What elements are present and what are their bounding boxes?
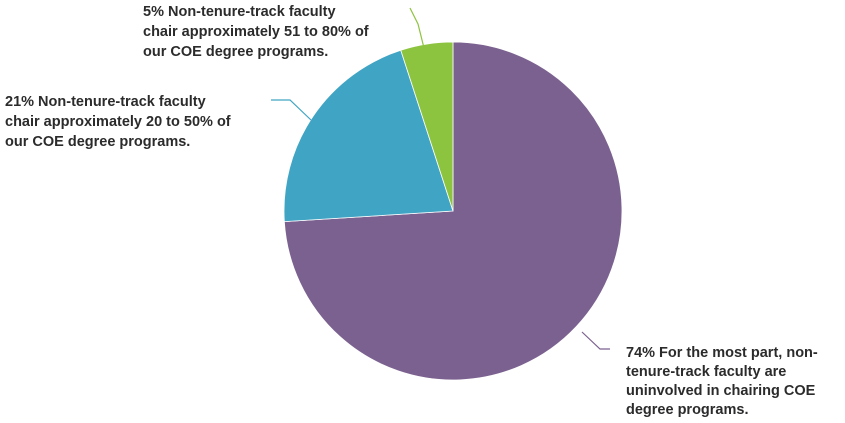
slice-label-line: chair approximately 20 to 50% of xyxy=(5,114,231,130)
slice-label-5-percent: 5% Non-tenure-track faculty chair approxi… xyxy=(143,4,369,60)
slice-label-line: 74% For the most part, non- xyxy=(626,345,818,361)
pie-slices xyxy=(283,41,623,381)
slice-label-line: our COE degree programs. xyxy=(5,134,190,150)
slice-label-74-percent: 74% For the most part, non-tenure-track … xyxy=(626,345,818,418)
leader-line-5-percent xyxy=(409,7,425,49)
slice-labels: 74% For the most part, non-tenure-track … xyxy=(5,4,818,418)
slice-label-line: tenure-track faculty are xyxy=(626,364,786,380)
leader-lines xyxy=(271,7,610,350)
slice-label-21-percent: 21% Non-tenure-track faculty chair approx… xyxy=(5,94,231,150)
pie-slice-5-percent xyxy=(400,41,454,212)
slice-label-line: chair approximately 51 to 80% of xyxy=(143,24,369,40)
slice-label-line: degree programs. xyxy=(626,402,749,418)
slice-label-line: uninvolved in chairing COE xyxy=(626,383,816,399)
slice-label-line: our COE degree programs. xyxy=(143,44,328,60)
leader-line-74-percent xyxy=(581,331,610,350)
leader-line-21-percent xyxy=(271,99,312,121)
pie-slice-21-percent xyxy=(283,49,454,223)
slice-label-line: 5% Non-tenure-track faculty xyxy=(143,4,336,20)
slice-label-line: 21% Non-tenure-track faculty xyxy=(5,94,206,110)
